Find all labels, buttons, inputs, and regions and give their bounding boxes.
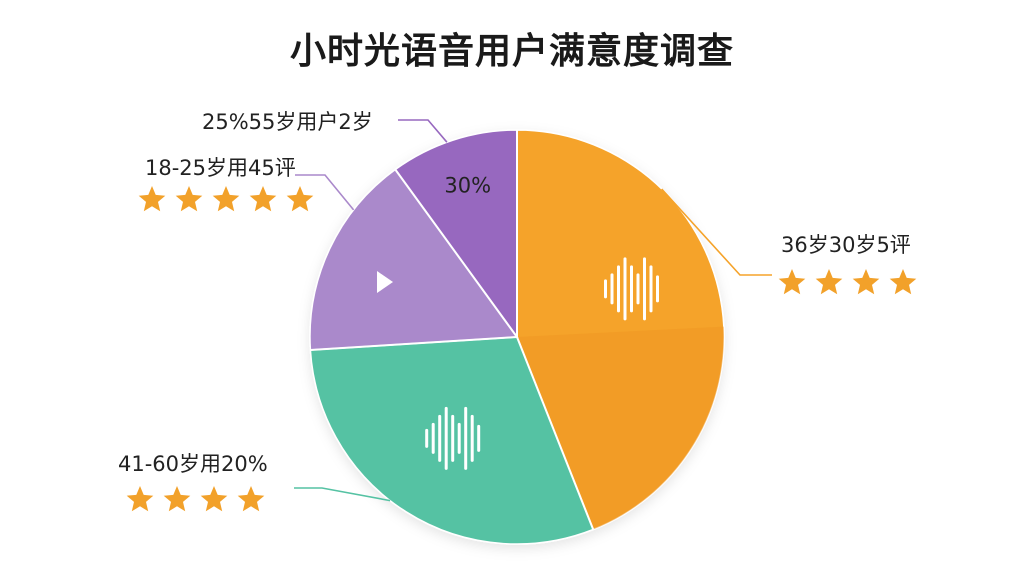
slice-divider <box>394 168 518 338</box>
slice-label: 25%55岁用户2岁 <box>202 110 373 134</box>
leader-line <box>295 174 355 211</box>
leader-line <box>661 188 772 276</box>
star-icon <box>175 186 203 212</box>
chart-title: 小时光语音用户满意度调查 <box>289 31 734 72</box>
star-icon <box>138 186 166 212</box>
star-icon <box>163 486 191 512</box>
leader-line <box>398 119 448 143</box>
star-icon <box>237 486 265 512</box>
sound-wave-icon <box>604 257 659 321</box>
star-icon <box>249 186 277 212</box>
pie-slice <box>394 129 518 340</box>
star-icon <box>286 186 314 212</box>
pie-slice-shade <box>517 326 724 530</box>
star-icon <box>200 486 228 512</box>
star-icon <box>778 269 806 295</box>
star-icon <box>815 269 843 295</box>
leader-line <box>294 487 391 502</box>
star-icon <box>212 186 240 212</box>
slice-label: 18-25岁用45评 <box>145 156 296 180</box>
slice-divider <box>310 336 518 351</box>
star-icon <box>889 269 917 295</box>
slice-label: 36岁30岁5评 <box>781 233 911 257</box>
star-icon <box>126 486 154 512</box>
slice-label: 41-60岁用20% <box>118 452 268 476</box>
slice-inner-label: 30% <box>444 173 491 197</box>
play-icon <box>377 271 393 293</box>
pie-slice <box>309 168 519 351</box>
slice-divider <box>516 336 595 530</box>
star-icon <box>852 269 880 295</box>
sound-wave-icon <box>425 406 481 470</box>
